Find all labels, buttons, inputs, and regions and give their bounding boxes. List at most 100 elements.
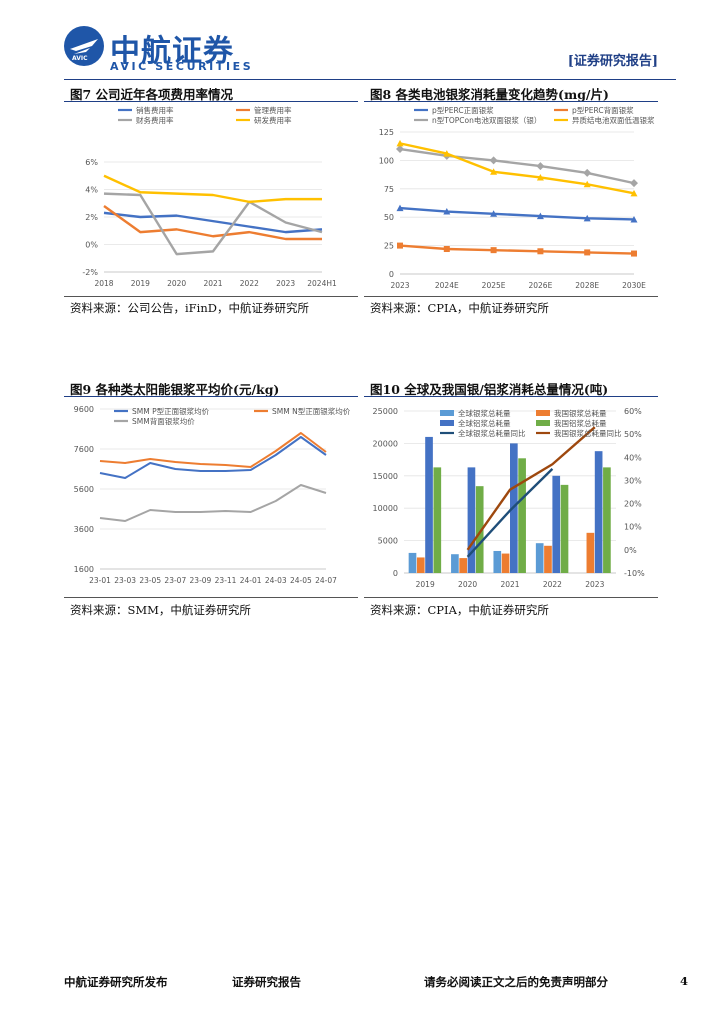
y2-tick-label: -10% [624, 569, 645, 578]
legend-label: SMM P型正面银浆均价 [132, 406, 210, 416]
x-tick-label: 23-05 [139, 576, 161, 585]
bar [518, 458, 526, 573]
figure-9-title-rule [64, 396, 358, 397]
report-type-tag: [证券研究报告] [567, 54, 658, 69]
series-line [103, 211, 323, 234]
data-point [443, 150, 451, 157]
x-tick-label: 2022 [543, 580, 562, 589]
data-point [583, 214, 591, 222]
figure-9-chart: 1600 3600 5600 7600 9600 23-01 23-03 23-05 23-07… [74, 405, 351, 585]
y-tick-label: 0% [85, 241, 98, 250]
series-line [99, 484, 327, 522]
y-tick-label: 3600 [74, 525, 94, 534]
y-tick-label: 75 [384, 185, 394, 194]
y2-tick-label: 0% [624, 546, 637, 555]
legend-label: 全球银浆总耗量 [458, 408, 511, 418]
bar [603, 467, 611, 573]
series-line [399, 206, 635, 221]
series-line [99, 436, 327, 479]
y-tick-label: 4% [85, 186, 98, 195]
logo: AVIC [62, 24, 106, 68]
legend-label: n型TOPCon电池双面银浆（银） [432, 115, 541, 125]
logo-badge: AVIC [72, 55, 88, 62]
bar [467, 467, 476, 573]
y-tick-label: 2% [85, 213, 98, 222]
legend-swatch [440, 410, 454, 416]
y-tick-label: 1600 [74, 565, 94, 574]
legend-swatch [440, 420, 454, 426]
x-tick-label: 2028E [575, 281, 599, 290]
y-tick-label: 100 [379, 156, 394, 165]
data-point [490, 210, 498, 217]
figure-7-title: 图7 公司近年各项费用率情况 [70, 87, 234, 102]
data-point [490, 247, 497, 254]
data-point [443, 246, 450, 253]
series-line [466, 468, 554, 558]
y-tick-label: 5600 [74, 485, 94, 494]
legend-label: 全球银浆总耗量同比 [458, 428, 526, 438]
x-tick-label: 23-01 [89, 576, 111, 585]
figure-7-source: 资料来源：公司公告，iFinD，中航证券研究所 [70, 301, 309, 315]
data-point [584, 249, 591, 256]
x-tick-label: 23-07 [164, 576, 186, 585]
data-point [583, 180, 591, 188]
data-point [630, 215, 638, 223]
y2-tick-label: 50% [624, 430, 642, 439]
y-tick-label: 0 [389, 270, 394, 279]
y-tick-label: 6% [85, 158, 98, 167]
series-line [103, 205, 322, 241]
x-tick-label: 24-03 [265, 576, 287, 585]
y-tick-label: 125 [379, 128, 394, 137]
header-divider [64, 79, 676, 80]
y-tick-label: 50 [384, 213, 394, 222]
figure-7-title-rule [64, 101, 358, 102]
data-point [536, 173, 544, 181]
legend-label: 我国银浆总耗量 [554, 408, 607, 418]
y-tick-label: 7600 [74, 445, 94, 454]
x-tick-label: 2024H1 [307, 279, 337, 288]
legend-label: 异质结电池双面低温银浆 [572, 115, 655, 125]
bar [535, 543, 544, 573]
bar [594, 451, 603, 573]
bar [416, 557, 425, 573]
bar [408, 552, 417, 573]
legend-label: 销售费用率 [136, 105, 174, 115]
x-tick-label: 2021 [203, 279, 222, 288]
legend-label: 管理费用率 [254, 105, 292, 115]
x-tick-label: 24-05 [290, 576, 312, 585]
figure-8-title-rule [364, 101, 658, 102]
data-point [443, 208, 451, 215]
y-tick-label: 10000 [373, 504, 398, 513]
legend-label: p型PERC背面银浆 [572, 105, 634, 115]
x-tick-label: 2023 [276, 279, 295, 288]
legend-label: 全球铝浆总耗量 [458, 418, 511, 428]
x-tick-label: 23-11 [215, 576, 237, 585]
figure-9-title: 图9 各种类太阳能银浆平均价(元/kg) [70, 382, 280, 397]
x-tick-label: 2020 [458, 580, 477, 589]
data-point [396, 204, 404, 212]
y2-tick-label: 30% [624, 476, 642, 485]
footer-publisher: 中航证券研究所发布 [64, 975, 168, 989]
figure-10-title-rule [364, 396, 658, 397]
series-line [399, 142, 635, 195]
y2-tick-label: 60% [624, 407, 642, 416]
footer-doc-type: 证券研究报告 [232, 975, 301, 989]
y-tick-label: 5000 [378, 537, 398, 546]
x-tick-label: 2018 [94, 279, 113, 288]
y2-tick-label: 20% [624, 500, 642, 509]
bar [493, 550, 502, 573]
y-tick-label: 20000 [373, 439, 398, 448]
bar [459, 558, 467, 573]
legend-label: SMM背面银浆均价 [132, 416, 195, 426]
series-line [103, 174, 322, 204]
legend-label: 我国银浆总耗量同比 [554, 428, 622, 438]
figure-7-source-rule [64, 296, 358, 297]
y-tick-label: 9600 [74, 405, 94, 414]
x-tick-label: 2030E [622, 281, 646, 290]
data-point [489, 156, 498, 165]
data-point [490, 168, 498, 175]
bar [586, 532, 595, 573]
x-tick-label: 2026E [528, 281, 552, 290]
data-point [630, 189, 638, 197]
avic-wing-icon [64, 26, 104, 66]
